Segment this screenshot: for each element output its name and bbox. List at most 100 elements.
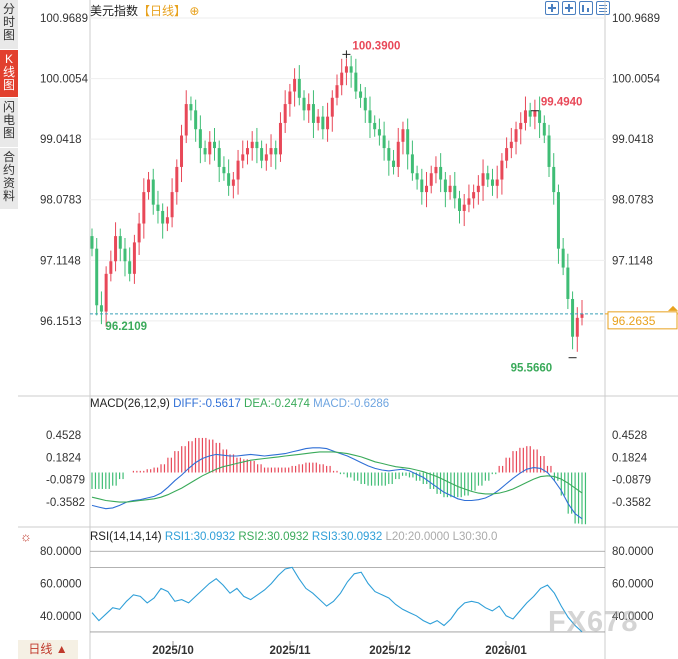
candle-body: [132, 242, 136, 274]
low-price-label: 95.5660: [511, 363, 553, 375]
candle-body: [509, 141, 513, 149]
rsi-legend: RSI(14,14,14) RSI1:30.0932 RSI2:30.0932 …: [90, 531, 497, 543]
kline-ytick-right: 100.0054: [612, 74, 661, 86]
crosshair-icon[interactable]: [562, 1, 576, 15]
kline-ytick-right: 99.0418: [612, 134, 654, 146]
candle-body: [222, 166, 226, 174]
candle-body: [189, 104, 193, 111]
candle-body: [175, 166, 179, 193]
candle-body: [429, 173, 433, 186]
candle-body: [151, 179, 155, 205]
candle-body: [453, 185, 457, 199]
candle-body: [542, 122, 546, 136]
candle-body: [264, 154, 268, 161]
watermark-logo: FX678: [548, 606, 639, 638]
chart-frame: [18, 0, 678, 659]
candle-body: [236, 160, 240, 180]
rsi-ytick-right: 40.0000: [612, 611, 654, 623]
candle-body: [467, 198, 471, 205]
candle-body: [377, 129, 381, 136]
high-marker: [342, 50, 351, 59]
candle-body: [344, 66, 348, 73]
candle-body: [434, 166, 438, 174]
candle-body: [382, 135, 386, 149]
tab-flash[interactable]: 闪电图: [0, 98, 18, 148]
candle-body: [180, 135, 184, 167]
add-icon[interactable]: ⊕: [186, 4, 200, 18]
zoom-in-icon[interactable]: [545, 1, 559, 15]
candle-body: [302, 97, 306, 111]
candle-body: [170, 192, 174, 218]
candle-body: [278, 122, 282, 155]
menu-icon[interactable]: [596, 1, 610, 15]
rsi-panel: [90, 550, 605, 633]
candle-body: [156, 204, 160, 211]
candle-body: [556, 192, 560, 249]
candle-body: [443, 179, 447, 193]
candle-body: [311, 104, 315, 123]
candle-body: [330, 97, 334, 117]
candle-body: [128, 261, 132, 274]
period-select-button[interactable]: 日线 ▲: [18, 640, 78, 659]
candle-body: [137, 223, 141, 243]
candle-body: [118, 236, 122, 249]
candle-body: [505, 148, 509, 161]
candle-body: [500, 160, 504, 180]
candle-body: [250, 141, 254, 149]
rsi1-value: RSI1:30.0932: [164, 531, 236, 543]
candle-body: [274, 148, 278, 155]
macd-ytick-right: 0.1824: [612, 452, 648, 464]
indicator-icon[interactable]: [579, 1, 593, 15]
kline-ytick-right: 98.0783: [612, 195, 654, 207]
candle-body: [354, 72, 358, 92]
candle-body: [392, 160, 396, 167]
kline-ytick-right: 97.1148: [612, 255, 653, 267]
candle-body: [241, 154, 245, 161]
candle-body: [217, 148, 221, 167]
macd-ytick-left: 0.4528: [46, 430, 81, 442]
settings-gear-icon[interactable]: ☼: [20, 529, 32, 544]
candle-body: [208, 141, 212, 155]
tab-contract-info[interactable]: 合约资料: [0, 148, 18, 210]
candle-body: [335, 85, 339, 98]
candle-body: [227, 173, 231, 186]
candles: [90, 50, 678, 359]
candle-body: [566, 267, 570, 299]
candle-body: [410, 154, 414, 174]
candle-body: [269, 148, 273, 155]
macd-diff-value: DIFF:-0.5617: [173, 398, 241, 410]
l30-value: L30:30.0: [452, 531, 498, 543]
rsi3-value: RSI3:30.0932: [311, 531, 383, 543]
tab-timeshare[interactable]: 分时图: [0, 0, 18, 50]
kline-ytick-left: 99.0418: [40, 134, 82, 146]
tab-kline[interactable]: K线图: [0, 50, 18, 98]
candle-body: [406, 129, 410, 155]
low-left-price-label: 96.2109: [105, 321, 147, 333]
macd-diff-line: [91, 447, 583, 520]
instrument-name: 美元指数: [90, 4, 139, 18]
current-price-box: [607, 311, 678, 330]
macd-name: MACD(26,12,9): [90, 398, 170, 410]
candle-body: [316, 116, 320, 123]
candle-body: [161, 210, 165, 224]
candle-body: [439, 166, 443, 180]
candle-body: [260, 148, 264, 161]
candle-body: [184, 104, 188, 136]
candle-body: [571, 298, 575, 337]
rsi-ytick-left: 80.0000: [40, 546, 82, 558]
kline-ytick-right: 100.9689: [612, 13, 660, 25]
macd-ytick-right: 0.4528: [612, 430, 647, 442]
sidebar: 分时图 K线图 闪电图 合约资料: [0, 0, 18, 212]
candle-body: [523, 110, 527, 123]
macd-ytick-right: -0.3582: [612, 497, 651, 509]
macd-ytick-right: -0.0879: [612, 475, 651, 487]
candle-body: [552, 166, 556, 193]
candle-body: [288, 91, 292, 105]
candle-body: [165, 217, 169, 224]
candle-body: [580, 313, 584, 318]
candle-body: [213, 141, 216, 149]
candle-body: [307, 104, 311, 111]
macd-ytick-left: 0.1824: [46, 452, 82, 464]
rsi2-value: RSI2:30.0932: [238, 531, 309, 543]
candle-body: [538, 110, 542, 123]
